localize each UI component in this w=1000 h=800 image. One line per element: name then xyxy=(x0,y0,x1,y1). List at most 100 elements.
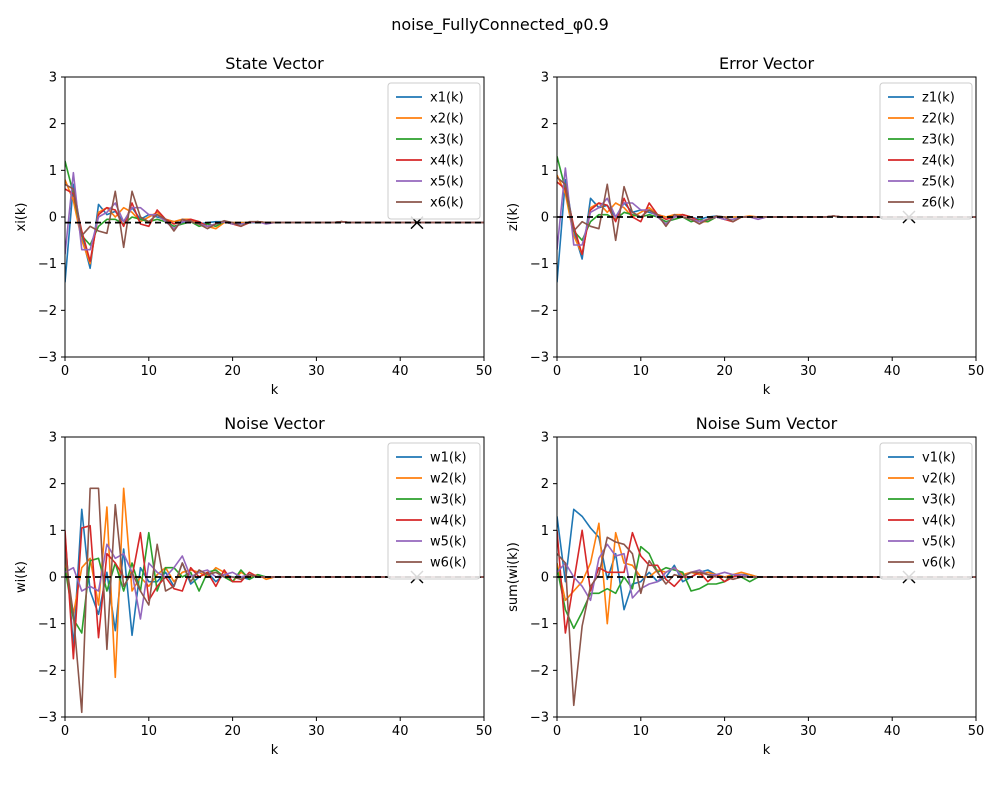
y-tick-label: 1 xyxy=(541,524,549,539)
legend-label: x1(k) xyxy=(430,91,464,106)
legend-item: w2(k) xyxy=(396,472,467,487)
legend-item: w4(k) xyxy=(396,514,467,529)
x-tick-label: 10 xyxy=(141,724,158,739)
legend-item: v2(k) xyxy=(888,472,956,487)
legend-box xyxy=(387,442,481,580)
series-line-6 xyxy=(65,183,484,249)
legend-label: w5(k) xyxy=(430,535,467,550)
subplot-title: State Vector xyxy=(225,54,324,73)
y-tick-label: −3 xyxy=(530,351,549,366)
legend-label: z4(k) xyxy=(922,154,955,169)
y-tick-label: −2 xyxy=(530,664,549,679)
legend-label: x2(k) xyxy=(430,112,464,127)
y-tick-label: 3 xyxy=(49,431,57,446)
x-tick-label: 40 xyxy=(884,364,901,379)
legend: x1(k) x2(k) x3(k) x4(k) x5(k) x6(k) xyxy=(387,82,481,220)
legend-item: z4(k) xyxy=(888,154,955,169)
legend-item: v1(k) xyxy=(888,451,956,466)
y-tick-label: 2 xyxy=(49,477,57,492)
x-tick-label: 0 xyxy=(553,724,561,739)
x-axis-label: k xyxy=(271,383,279,398)
y-tick-label: 1 xyxy=(541,164,549,179)
legend-item: x4(k) xyxy=(396,154,464,169)
legend-label: v1(k) xyxy=(922,451,956,466)
legend-label: x6(k) xyxy=(430,196,464,211)
legend-item: w1(k) xyxy=(396,451,467,466)
legend-item: z5(k) xyxy=(888,175,955,190)
legend-item: w5(k) xyxy=(396,535,467,550)
legend-label: w3(k) xyxy=(430,493,467,508)
legend-box xyxy=(879,82,973,220)
x-tick-label: 30 xyxy=(308,364,325,379)
legend-item: v6(k) xyxy=(888,556,956,571)
x-tick-label: 20 xyxy=(716,724,733,739)
figure-title: noise_FullyConnected_φ0.9 xyxy=(391,15,609,35)
legend-item: w3(k) xyxy=(396,493,467,508)
x-tick-label: 40 xyxy=(392,364,409,379)
y-tick-label: −1 xyxy=(38,617,57,632)
y-tick-label: −1 xyxy=(530,617,549,632)
x-tick-label: 30 xyxy=(800,364,817,379)
y-tick-label: 0 xyxy=(49,571,57,586)
y-tick-label: 0 xyxy=(541,211,549,226)
x-tick-label: 10 xyxy=(633,364,650,379)
legend-label: x4(k) xyxy=(430,154,464,169)
x-tick-label: 0 xyxy=(61,724,69,739)
legend-box xyxy=(879,442,973,580)
legend-item: z3(k) xyxy=(888,133,955,148)
y-axis-label: sum(wi(k)) xyxy=(506,542,521,612)
legend-label: v6(k) xyxy=(922,556,956,571)
legend-label: w6(k) xyxy=(430,556,467,571)
y-tick-label: 2 xyxy=(541,477,549,492)
y-tick-label: 2 xyxy=(49,117,57,132)
y-axis-label: wi(k) xyxy=(14,561,29,593)
x-tick-label: 50 xyxy=(968,364,985,379)
x-tick-label: 20 xyxy=(224,364,241,379)
subplot-title: Error Vector xyxy=(719,54,814,73)
legend-label: z2(k) xyxy=(922,112,955,127)
legend-label: x3(k) xyxy=(430,133,464,148)
y-tick-label: −1 xyxy=(530,257,549,272)
y-tick-label: 1 xyxy=(49,164,57,179)
y-tick-label: −3 xyxy=(530,711,549,726)
legend-item: x3(k) xyxy=(396,133,464,148)
y-tick-label: −1 xyxy=(38,257,57,272)
legend-item: z2(k) xyxy=(888,112,955,127)
y-tick-label: 0 xyxy=(49,211,57,226)
legend-label: w1(k) xyxy=(430,451,467,466)
legend-label: z1(k) xyxy=(922,91,955,106)
x-tick-label: 40 xyxy=(392,724,409,739)
legend-item: w6(k) xyxy=(396,556,467,571)
subplot-title: Noise Sum Vector xyxy=(696,414,838,433)
y-tick-label: −2 xyxy=(38,304,57,319)
legend-label: v2(k) xyxy=(922,472,956,487)
x-tick-label: 50 xyxy=(476,364,493,379)
legend-item: z6(k) xyxy=(888,196,955,211)
y-tick-label: −2 xyxy=(530,304,549,319)
y-tick-label: 3 xyxy=(541,431,549,446)
y-tick-label: 1 xyxy=(49,524,57,539)
x-axis-label: k xyxy=(763,743,771,758)
legend-item: v5(k) xyxy=(888,535,956,550)
legend-item: v4(k) xyxy=(888,514,956,529)
y-tick-label: −3 xyxy=(38,351,57,366)
x-tick-label: 40 xyxy=(884,724,901,739)
legend-label: z6(k) xyxy=(922,196,955,211)
y-tick-label: 0 xyxy=(541,571,549,586)
subplot-title: Noise Vector xyxy=(224,414,325,433)
x-tick-label: 50 xyxy=(968,724,985,739)
y-tick-label: 3 xyxy=(541,71,549,86)
x-tick-label: 0 xyxy=(61,364,69,379)
x-tick-label: 50 xyxy=(476,724,493,739)
x-tick-label: 20 xyxy=(224,724,241,739)
x-tick-label: 10 xyxy=(633,724,650,739)
x-tick-label: 0 xyxy=(553,364,561,379)
legend-item: x5(k) xyxy=(396,175,464,190)
